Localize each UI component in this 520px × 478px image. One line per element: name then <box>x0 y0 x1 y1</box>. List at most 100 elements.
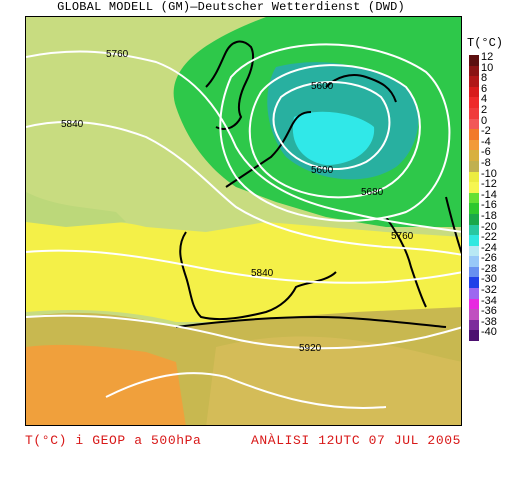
legend-swatch <box>469 97 479 108</box>
contour-label: 5760 <box>391 231 414 242</box>
legend-row: -20 <box>467 221 515 236</box>
legend-value: -36 <box>481 305 497 318</box>
legend-swatch <box>469 266 479 278</box>
coastline-iberia <box>179 231 337 321</box>
cold-core-cyan <box>292 111 375 165</box>
variable-label: T(°C) i GEOP a 500hPa <box>25 433 202 448</box>
map-caption: T(°C) i GEOP a 500hPa ANÀLISI 12UTC 07 J… <box>25 433 480 478</box>
legend-swatch <box>469 171 479 183</box>
legend-value: -26 <box>481 252 497 265</box>
legend-value: -20 <box>481 220 497 233</box>
coastline-north-africa <box>175 315 447 328</box>
legend-swatch <box>469 55 479 66</box>
legend-value: 10 <box>481 61 494 74</box>
legend-swatch <box>469 192 479 204</box>
legend-swatch <box>469 288 479 299</box>
isoline-5600-outer <box>248 64 421 199</box>
legend-swatch <box>469 298 479 310</box>
legend-row: -8 <box>467 157 515 172</box>
yellow-field-iberia <box>26 207 461 322</box>
legend-row: -6 <box>467 146 515 161</box>
legend-value: 12 <box>481 51 494 63</box>
legend-value: -30 <box>481 273 497 286</box>
legend-row: -40 <box>467 326 515 342</box>
legend-row: 10 <box>467 62 515 77</box>
legend-swatch <box>469 182 479 193</box>
legend-value: 2 <box>481 103 488 116</box>
legend-swatch <box>469 65 479 77</box>
legend-value: 8 <box>481 72 488 85</box>
legend-swatch <box>469 235 479 246</box>
legend-row: -34 <box>467 295 515 310</box>
contour-label: 5760 <box>106 49 129 60</box>
legend-row: 12 <box>467 51 515 66</box>
legend-swatch <box>469 309 479 320</box>
legend-value: -34 <box>481 294 497 307</box>
coastline-denmark <box>325 74 397 103</box>
coastline-france <box>225 111 312 188</box>
legend-value: -8 <box>481 156 491 169</box>
legend-swatch <box>469 76 479 87</box>
legend-value: -40 <box>481 326 497 339</box>
legend-swatch <box>469 160 479 172</box>
isoline-5840-north <box>26 120 461 256</box>
temperature-legend: 12 10 8 6 4 2 0 -2 -4 -6 -8 -10 -12 -14 -16 -18 -20 -22 -2… <box>467 51 515 342</box>
isoline-5600-inner <box>272 81 391 170</box>
coastline-italy <box>385 216 427 308</box>
legend-row: -22 <box>467 231 515 246</box>
contour-label: 5840 <box>251 268 274 279</box>
legend-row: -24 <box>467 242 515 257</box>
weather-map: 5760 5840 5600 5600 5680 5760 5840 5920 <box>25 16 462 426</box>
legend-value: -14 <box>481 188 497 201</box>
isoline-5680 <box>219 43 451 222</box>
legend-row: 0 <box>467 115 515 130</box>
legend-row: -4 <box>467 136 515 151</box>
legend-row: 2 <box>467 104 515 119</box>
legend-swatch <box>469 150 479 161</box>
legend-row: -28 <box>467 263 515 278</box>
legend-row: -10 <box>467 168 515 183</box>
legend-swatch <box>469 330 479 342</box>
isoline-5840-south <box>26 249 461 284</box>
legend-swatch <box>469 319 479 331</box>
legend-value: -18 <box>481 209 497 222</box>
legend-swatch <box>469 129 479 140</box>
map-title: GLOBAL MODELL (GM)—Deutscher Wetterdiens… <box>57 0 405 14</box>
legend-row: -2 <box>467 125 515 140</box>
legend-row: -26 <box>467 252 515 267</box>
legend-row: 4 <box>467 93 515 108</box>
light-field-atlantic <box>26 192 126 227</box>
legend-row: -38 <box>467 316 515 331</box>
contour-label: 5600 <box>311 165 334 176</box>
legend-swatch <box>469 245 479 257</box>
contour-label: 5680 <box>361 187 384 198</box>
legend-swatch <box>469 277 479 289</box>
legend-value: -12 <box>481 178 497 191</box>
legend-value: -32 <box>481 284 497 297</box>
legend-row: 8 <box>467 72 515 87</box>
legend-swatch <box>469 213 479 225</box>
legend-swatch <box>469 107 479 119</box>
contour-label: 5920 <box>299 343 322 354</box>
legend-value: -24 <box>481 241 497 254</box>
legend-swatch <box>469 118 479 130</box>
legend-row: -16 <box>467 199 515 214</box>
legend-value: 4 <box>481 93 488 106</box>
isoline-5920-south <box>105 372 387 409</box>
legend-row: -36 <box>467 305 515 320</box>
analysis-time-label: ANÀLISI 12UTC 07 JUL 2005 <box>251 433 462 448</box>
map-canvas: 5760 5840 5600 5600 5680 5760 5840 5920 <box>26 17 461 425</box>
legend-row: -14 <box>467 189 515 204</box>
warm-field-southwest <box>26 344 186 425</box>
legend-row: -32 <box>467 284 515 299</box>
legend-row: -12 <box>467 178 515 193</box>
coastline-balkans <box>445 196 461 255</box>
legend-value: -10 <box>481 167 497 180</box>
legend-row: -18 <box>467 210 515 225</box>
coastlines <box>175 40 461 328</box>
legend-value: 6 <box>481 82 488 95</box>
legend-swatch <box>469 224 479 236</box>
geopotential-isolines <box>26 43 461 409</box>
legend-row: 6 <box>467 83 515 98</box>
legend-value: -2 <box>481 125 491 138</box>
